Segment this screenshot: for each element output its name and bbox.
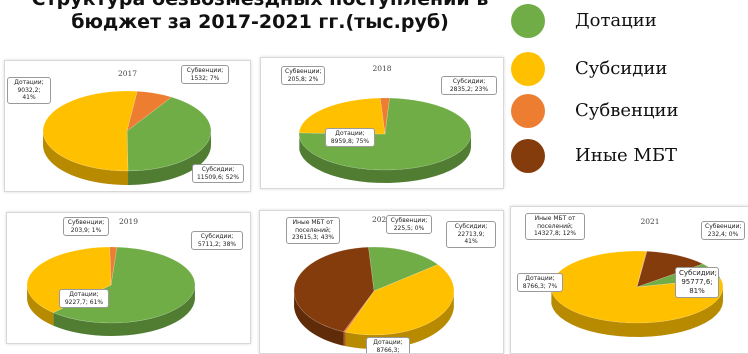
pie-slice-2021-Субсидии <box>550 250 724 324</box>
callout-2019-subsidii: Субсидии; 5711,2; 38% <box>191 231 243 250</box>
callout-2020-dotacii: Дотации; 8766,3; 16% <box>366 337 410 354</box>
callout-2020-subsidii: Субсидии; 22713,9; 41% <box>446 221 496 248</box>
callout-text-2021-dotacii: Дотации; 8766,3; 7% <box>522 275 558 290</box>
pie-side-2019-Дотации <box>53 286 195 336</box>
pie-slice-2018-Дотации <box>298 97 472 171</box>
callout-2017-subsidii: Субсидии; 11509,6; 52% <box>192 164 244 183</box>
pie-slice-2020-Субсидии <box>345 264 455 336</box>
pie-side-2018-Дотации <box>299 134 471 183</box>
callout-text-2020-subvencii: Субвенции; 225,5; 0% <box>390 217 428 232</box>
legend-item-subvencii: Субвенции <box>505 92 748 132</box>
pie-chart-2018 <box>298 97 472 183</box>
legend-swatch-subsidii <box>511 52 545 86</box>
pie-slice-2020-Субвенции <box>343 290 375 333</box>
pie-side-2017-Дотации <box>128 131 211 185</box>
callout-text-2017-dotacii: Дотации; 9032,2; 41% <box>14 79 44 101</box>
callout-2021-inye-mbt: Иные МБТ от поселений; 14327,8; 12% <box>525 213 585 240</box>
pie-side-2021-Субсидии <box>551 287 723 337</box>
legend-item-inye-mbt: Иные МБТ <box>505 137 748 177</box>
legend: Дотации Субсидии Субвенции Иные МБТ <box>505 0 748 180</box>
callout-2017-dotacii: Дотации; 9032,2; 41% <box>7 77 51 104</box>
callout-2018-subsidii: Субсидии; 2835,2; 23% <box>441 76 497 95</box>
callout-2020-inye-mbt: Иные МБТ от поселений; 23615,3; 43% <box>286 217 340 244</box>
legend-item-subsidii: Субсидии <box>505 50 748 90</box>
page-title-line-2: бюджет за 2017-2021 гг.(тыс.руб) <box>71 11 449 33</box>
callout-text-2019-subsidii: Субсидии; 5711,2; 38% <box>197 233 237 248</box>
pie-slice-2020-Дотации <box>368 246 439 292</box>
callout-text-2020-dotacii: Дотации; 8766,3; 16% <box>373 339 403 354</box>
legend-label-dotacii: Дотации <box>575 10 657 31</box>
legend-swatch-dotacii <box>511 4 545 38</box>
page-title: Структура безвозмездных поступлений в бю… <box>0 0 520 34</box>
legend-swatch-inye-mbt <box>511 139 545 173</box>
legend-label-subvencii: Субвенции <box>575 100 679 121</box>
pie-slice-2017-Субсидии <box>42 90 138 172</box>
callout-text-2021-inye-mbt: Иные МБТ от поселений; 14327,8; 12% <box>533 215 577 237</box>
pie-chart-2020 <box>293 246 455 349</box>
chart-panel-2017: 2017 Дотации; 9032,2; 41% Субвенции; 153… <box>4 60 251 192</box>
callout-2019-subvencii: Субвенции; 203,9; 1% <box>63 217 109 236</box>
pie-side-2020-Иные МБТ <box>294 292 344 346</box>
pie-side-2020-Субвенции <box>343 331 346 347</box>
pie-slice-2018-Субсидии <box>298 97 386 135</box>
chart-title-2019: 2019 <box>118 217 139 226</box>
pie-side-2020-Субсидии <box>345 293 454 349</box>
pie-slice-2017-Субвенции <box>126 91 173 132</box>
pie-chart-2017 <box>42 90 212 185</box>
callout-2020-subvencii: Субвенции; 225,5; 0% <box>386 215 432 234</box>
callout-2018-subvencii: Субвенции; 205,8; 2% <box>281 66 325 85</box>
callout-text-2021-subvencii: Субвенции; 232,4; 0% <box>705 223 742 238</box>
chart-title-2018: 2018 <box>372 64 392 73</box>
callout-2019-dotacii: Дотации; 9227,7; 61% <box>59 289 109 308</box>
chart-panel-2021: 2021 Иные МБТ от поселений; 14327,8; 12%… <box>510 206 748 354</box>
callout-text-2021-subsidii: Субсидии; 95777,6; 81% <box>679 269 718 295</box>
callout-text-2018-dotacii: Дотации; 8959,8; 75% <box>330 130 370 145</box>
callout-2021-subvencii: Субвенции; 232,4; 0% <box>701 221 745 240</box>
callout-text-2019-dotacii: Дотации; 9227,7; 61% <box>64 291 104 306</box>
pie-slice-2018-Субвенции <box>379 97 390 135</box>
callout-2021-subsidii: Субсидии; 95777,6; 81% <box>675 267 719 298</box>
pie-slice-2019-Субвенции <box>109 246 118 286</box>
pie-slice-2020-Иные МБТ <box>293 246 375 332</box>
chart-panel-2019: 2019 Субвенции; 203,9; 1% Субсидии; 5711… <box>6 212 251 344</box>
chart-panel-2020: 2020 Иные МБТ от поселений; 23615,3; 43%… <box>259 210 504 354</box>
callout-text-2017-subsidii: Субсидии; 11509,6; 52% <box>196 166 240 181</box>
chart-title-2017: 2017 <box>117 69 138 78</box>
pie-slice-2019-Субсидии <box>26 246 112 313</box>
page-title-line-1: Структура безвозмездных поступлений в <box>0 0 520 11</box>
callout-text-2018-subvencii: Субвенции; 205,8; 2% <box>285 68 322 83</box>
pie-slice-2021-Субвенции <box>636 250 648 288</box>
callout-text-2018-subsidii: Субсидии; 2835,2; 23% <box>449 78 489 93</box>
legend-label-inye-mbt: Иные МБТ <box>575 145 678 166</box>
callout-2021-dotacii: Дотации; 8766,3; 7% <box>517 273 563 292</box>
callout-text-2020-subsidii: Субсидии; 22713,9; 41% <box>454 223 488 245</box>
callout-2017-subvencii: Субвенции; 1532; 7% <box>181 65 229 84</box>
callout-text-2017-subvencii: Субвенции; 1532; 7% <box>186 67 224 82</box>
chart-panel-2018: 2018 Субвенции; 205,8; 2% Субсидии; 2835… <box>260 57 504 189</box>
legend-item-dotacii: Дотации <box>505 2 748 42</box>
chart-title-2021: 2021 <box>640 217 660 226</box>
pie-side-2019-Субсидии <box>27 286 54 326</box>
pie-slice-2017-Дотации <box>126 96 212 172</box>
chart-title-2020: 2020 <box>371 215 392 224</box>
legend-label-subsidii: Субсидии <box>575 58 668 79</box>
callout-text-2019-subvencii: Субвенции; 203,9; 1% <box>67 219 105 234</box>
callout-2018-dotacii: Дотации; 8959,8; 75% <box>325 128 375 147</box>
legend-swatch-subvencii <box>511 94 545 128</box>
pie-slice-2021-Иные МБТ <box>636 250 704 288</box>
pie-side-2017-Субсидии <box>43 132 129 185</box>
callout-text-2020-inye-mbt: Иные МБТ от поселений; 23615,3; 43% <box>291 219 335 241</box>
